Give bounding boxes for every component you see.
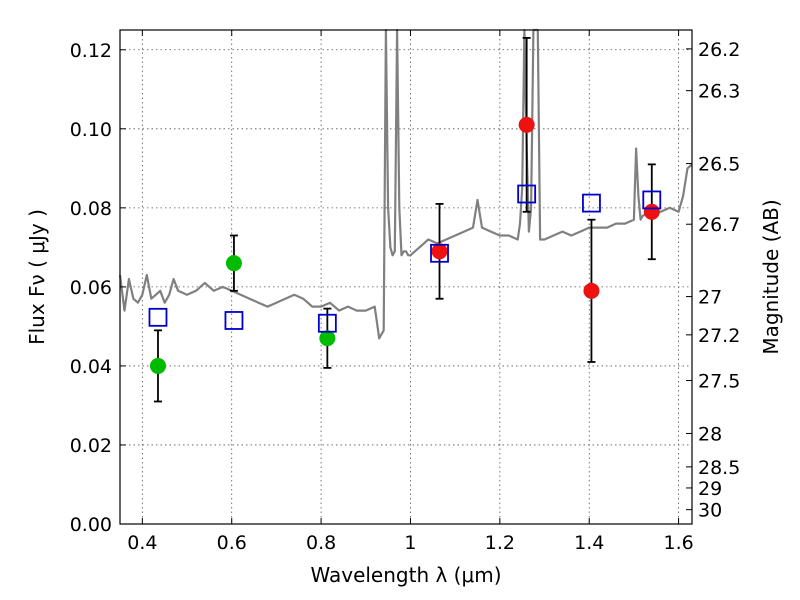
error-bar-layer	[153, 37, 656, 403]
green-point	[319, 330, 336, 347]
y-tick-label: 0.02	[70, 435, 112, 457]
y2-tick-label: 26.5	[698, 154, 740, 176]
y2-tick-label: 27.2	[698, 325, 740, 347]
y2-tick-label: 26.7	[698, 214, 740, 236]
x-tick-label: 1.4	[574, 532, 604, 554]
tick-layer: 0.4 0.6 0.8 1 1.2 1.4 1.6 0.00 0.02 0.04 0.06 0.08 0…	[70, 30, 740, 554]
y-tick-label: 0.00	[70, 514, 112, 536]
model-spectrum-line	[118, 28, 693, 340]
y2-tick-label: 27.5	[698, 371, 740, 393]
red-point	[643, 203, 660, 220]
x-tick-label: 1	[404, 532, 416, 554]
model-spectrum-layer	[118, 28, 693, 340]
y-tick-label: 0.06	[70, 277, 112, 299]
x-tick-label: 0.8	[306, 532, 336, 554]
y2-tick-label: 26.2	[698, 39, 740, 61]
green-point	[225, 255, 242, 272]
x-tick-label: 0.6	[217, 532, 247, 554]
y2-tick-label: 26.3	[698, 81, 740, 103]
model-flux-square	[517, 184, 537, 204]
model-flux-square	[582, 193, 601, 213]
model-flux-square	[317, 313, 337, 333]
green-point	[149, 357, 166, 374]
red-point	[518, 116, 535, 133]
red-point	[431, 243, 448, 260]
y-tick-label: 0.10	[70, 119, 112, 141]
x-axis-label: Wavelength λ (μm)	[310, 563, 501, 587]
y-axis-label: Flux Fν ( μJy )	[25, 209, 49, 345]
y2-tick-label: 28.5	[698, 457, 740, 479]
y-tick-label: 0.08	[70, 198, 112, 220]
y2-tick-label: 27	[698, 287, 722, 309]
model-flux-square	[430, 243, 449, 263]
model-flux-square	[148, 307, 168, 327]
grid-lines	[120, 30, 692, 525]
x-tick-label: 1.6	[663, 532, 693, 554]
y2-tick-label: 29	[698, 478, 722, 500]
y2-tick-label: 30	[698, 500, 722, 522]
plot-frame	[119, 29, 693, 525]
y2-axis-label: Magnitude (AB)	[759, 199, 783, 354]
model-flux-square	[224, 311, 244, 330]
x-tick-label: 1.2	[485, 532, 515, 554]
x-tick-label: 0.4	[127, 532, 157, 554]
y-tick-label: 0.12	[70, 40, 112, 62]
y-tick-label: 0.04	[70, 356, 112, 378]
marker-layer	[148, 116, 662, 374]
model-flux-square	[642, 190, 662, 210]
y2-tick-label: 28	[698, 423, 722, 445]
red-point	[583, 282, 600, 299]
